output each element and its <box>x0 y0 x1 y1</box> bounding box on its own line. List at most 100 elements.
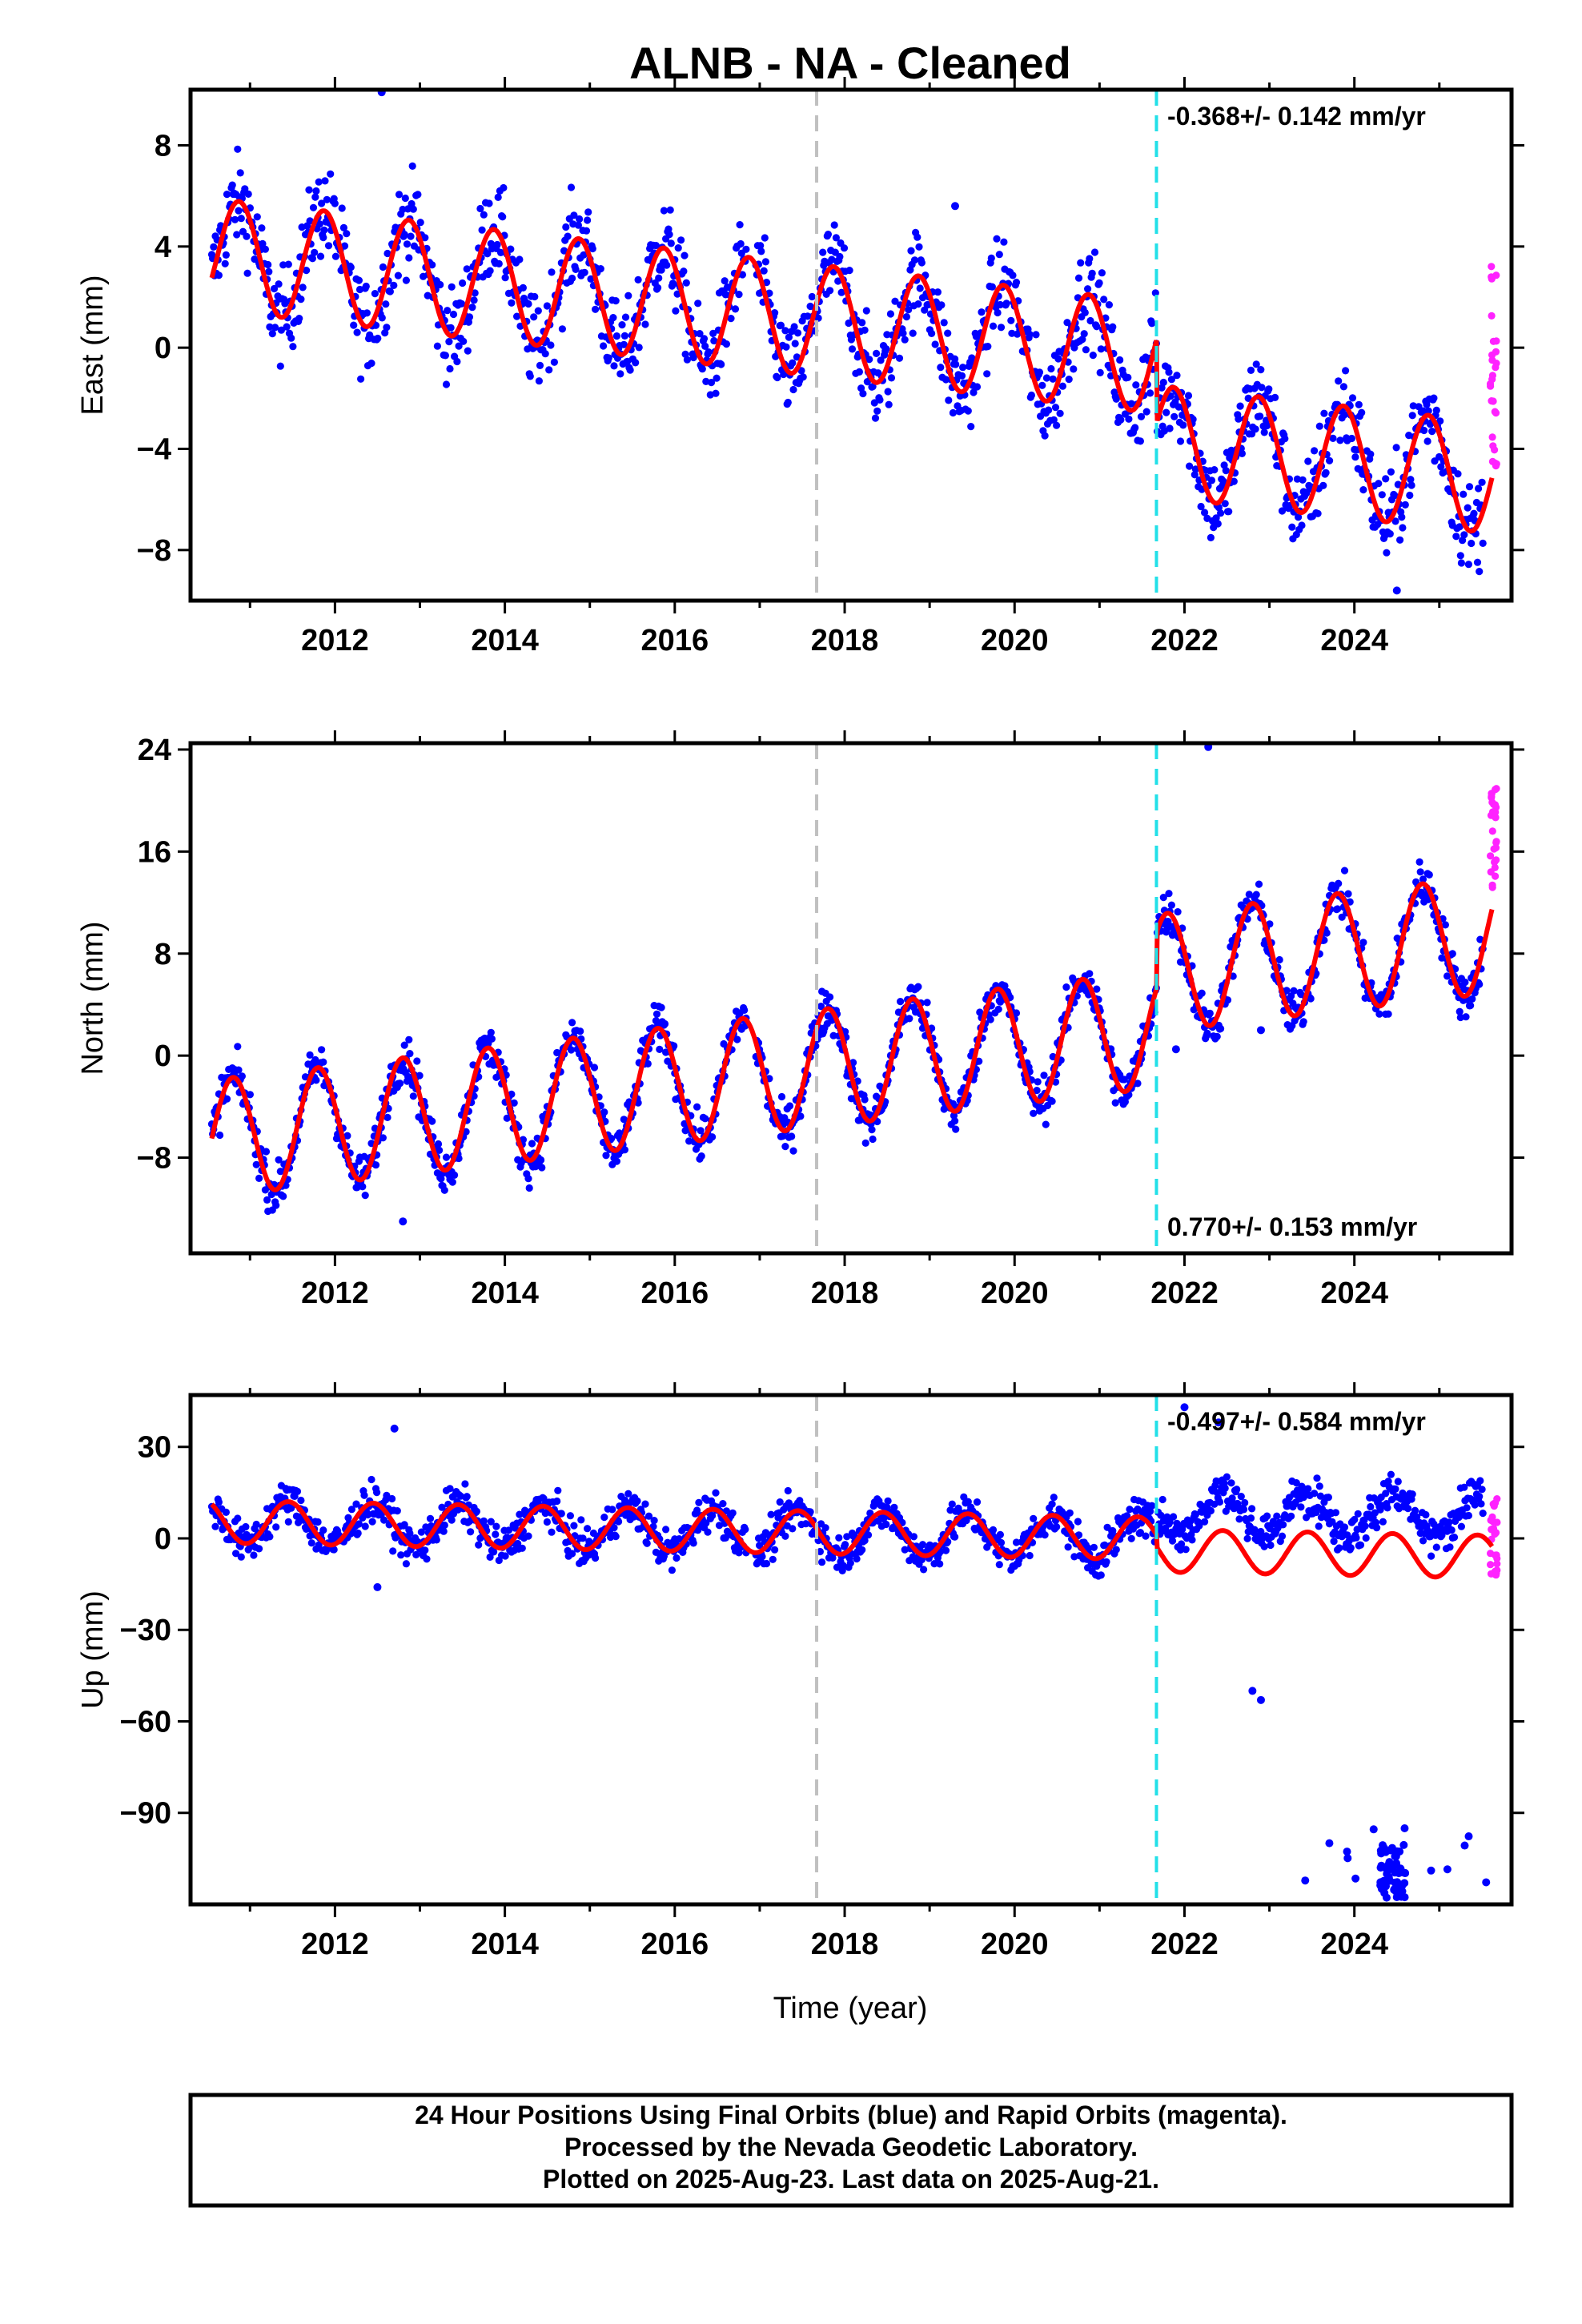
east-final-point <box>705 348 713 356</box>
east-final-point <box>996 300 1004 309</box>
east-final-point <box>777 321 785 329</box>
up-final-point <box>1146 1507 1154 1515</box>
up-final-point <box>1446 1543 1454 1551</box>
east-final-point <box>942 376 950 384</box>
up-final-point <box>426 1514 435 1522</box>
north-final-point <box>416 1072 424 1080</box>
east-final-point <box>1320 409 1328 417</box>
up-final-point <box>1340 1523 1349 1531</box>
up-final-point <box>1053 1523 1061 1531</box>
east-final-point <box>275 280 283 288</box>
east-final-point <box>524 300 532 308</box>
north-final-point <box>789 1147 797 1155</box>
east-final-point <box>757 242 765 250</box>
east-final-point <box>1124 373 1132 381</box>
footer-line-1: 24 Hour Positions Using Final Orbits (bl… <box>415 2101 1287 2129</box>
up-final-point <box>1241 1498 1249 1507</box>
east-final-point <box>1244 394 1252 402</box>
up-final-point <box>440 1527 448 1535</box>
east-final-point <box>895 354 904 362</box>
north-x-tick-label: 2012 <box>301 1277 369 1310</box>
up-final-point <box>1257 1527 1265 1536</box>
east-final-point <box>401 194 409 203</box>
east-final-point <box>470 296 478 304</box>
up-final-point <box>650 1517 658 1525</box>
north-final-point <box>1462 1013 1470 1021</box>
up-final-point <box>1267 1541 1275 1550</box>
east-final-point <box>1391 517 1399 525</box>
east-final-point <box>707 379 716 387</box>
east-frame <box>188 87 1514 603</box>
east-final-point <box>493 240 501 249</box>
north-final-point <box>620 1116 628 1124</box>
up-final-point <box>695 1498 703 1506</box>
east-final-point <box>1159 378 1167 387</box>
north-final-point <box>1335 879 1343 887</box>
east-x-tick-label: 2012 <box>301 624 369 657</box>
east-final-point <box>1295 513 1303 521</box>
east-y-axis-label: East (mm) <box>76 275 110 415</box>
east-final-point <box>845 267 853 275</box>
east-final-point <box>667 239 675 247</box>
north-final-point <box>261 1186 269 1194</box>
east-final-point <box>1335 377 1343 385</box>
east-final-point <box>657 266 665 274</box>
east-final-point <box>1452 533 1460 541</box>
east-final-point <box>484 250 492 258</box>
east-final-point <box>1051 404 1060 412</box>
up-final-point <box>354 1529 362 1538</box>
east-final-point <box>228 181 236 189</box>
east-final-point <box>871 414 880 422</box>
north-final-point <box>1323 929 1331 937</box>
up-final-point <box>850 1531 858 1539</box>
up-low-point <box>1443 1865 1452 1874</box>
east-final-point <box>944 329 952 337</box>
up-final-point <box>1030 1514 1038 1522</box>
up-final-point <box>423 1555 431 1563</box>
east-final-point <box>395 191 404 199</box>
north-rapid-point <box>1488 798 1496 806</box>
east-final-point <box>634 275 642 283</box>
east-final-point <box>350 321 358 329</box>
east-final-point <box>1251 425 1259 433</box>
east-final-point <box>808 292 816 301</box>
east-final-point <box>655 274 663 282</box>
up-final-point <box>884 1497 892 1505</box>
east-final-point <box>284 260 292 268</box>
east-final-point <box>773 373 781 382</box>
up-final-point <box>1235 1515 1243 1523</box>
east-rapid-orbit-points <box>1486 263 1500 470</box>
up-final-point <box>776 1498 784 1506</box>
up-final-point <box>463 1493 471 1501</box>
east-final-point <box>449 310 458 319</box>
east-final-point <box>516 255 524 263</box>
east-final-point <box>1257 366 1265 374</box>
up-low-point <box>1464 1832 1473 1841</box>
east-final-point <box>1454 470 1462 478</box>
up-final-point <box>215 1498 223 1506</box>
north-final-point <box>1255 880 1263 888</box>
up-final-point <box>1315 1522 1323 1530</box>
up-final-point <box>1419 1537 1427 1545</box>
up-final-point <box>1064 1543 1072 1551</box>
up-final-point <box>1126 1506 1134 1514</box>
east-final-point <box>814 314 822 322</box>
north-final-point <box>576 1027 584 1035</box>
north-final-point <box>524 1175 532 1183</box>
east-final-point <box>531 292 539 301</box>
north-final-orbit-points <box>207 743 1487 1226</box>
up-final-point <box>1311 1490 1319 1498</box>
east-final-point <box>1009 271 1017 279</box>
north-y-axis-label: North (mm) <box>76 921 110 1075</box>
east-final-point <box>938 301 946 309</box>
up-final-point <box>352 1500 360 1508</box>
up-final-point <box>232 1550 240 1558</box>
east-final-point <box>1420 426 1428 435</box>
east-final-point <box>891 297 899 305</box>
north-frame <box>188 741 1514 1256</box>
up-final-point <box>995 1561 1003 1569</box>
up-final-point <box>592 1554 600 1562</box>
east-final-point <box>995 251 1003 259</box>
north-final-point <box>223 1095 231 1103</box>
east-final-point <box>916 284 924 292</box>
